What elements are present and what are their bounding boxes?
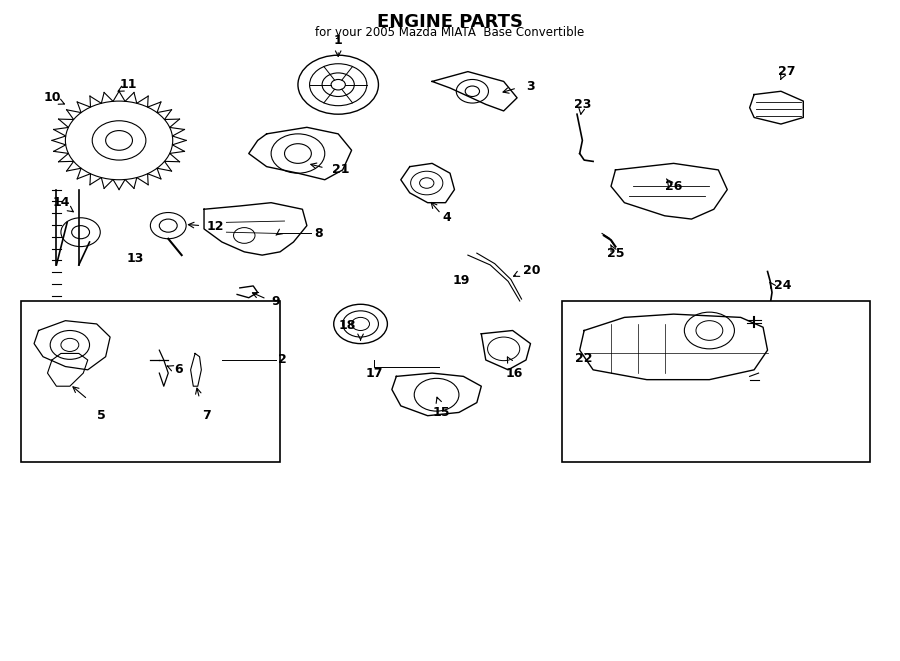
Text: 21: 21 bbox=[332, 163, 349, 176]
Text: 15: 15 bbox=[432, 406, 450, 419]
Text: 6: 6 bbox=[174, 364, 183, 376]
Text: 19: 19 bbox=[453, 274, 470, 286]
Text: 22: 22 bbox=[575, 352, 593, 364]
Text: ENGINE PARTS: ENGINE PARTS bbox=[377, 13, 523, 30]
Bar bbox=[562, 301, 870, 461]
Text: 27: 27 bbox=[778, 65, 795, 78]
Text: 8: 8 bbox=[314, 227, 323, 240]
Text: 13: 13 bbox=[127, 252, 144, 265]
Text: 16: 16 bbox=[506, 367, 523, 379]
Bar bbox=[21, 301, 280, 461]
Text: 4: 4 bbox=[443, 212, 452, 224]
Text: 9: 9 bbox=[271, 295, 280, 307]
Text: 14: 14 bbox=[52, 196, 69, 209]
Text: 7: 7 bbox=[202, 409, 211, 422]
Text: for your 2005 Mazda MIATA  Base Convertible: for your 2005 Mazda MIATA Base Convertib… bbox=[315, 26, 585, 39]
Text: 12: 12 bbox=[207, 220, 224, 233]
Text: 23: 23 bbox=[573, 98, 591, 111]
Text: 17: 17 bbox=[365, 367, 382, 379]
Text: 10: 10 bbox=[43, 91, 60, 104]
Text: 20: 20 bbox=[523, 264, 541, 277]
Text: 1: 1 bbox=[334, 34, 343, 47]
Text: 2: 2 bbox=[278, 354, 287, 366]
Text: 26: 26 bbox=[665, 180, 682, 193]
Text: 11: 11 bbox=[119, 78, 137, 91]
Text: 18: 18 bbox=[338, 319, 356, 332]
Text: 24: 24 bbox=[774, 280, 791, 292]
Text: 3: 3 bbox=[526, 79, 535, 93]
Text: 25: 25 bbox=[607, 247, 625, 260]
Text: 5: 5 bbox=[97, 409, 105, 422]
